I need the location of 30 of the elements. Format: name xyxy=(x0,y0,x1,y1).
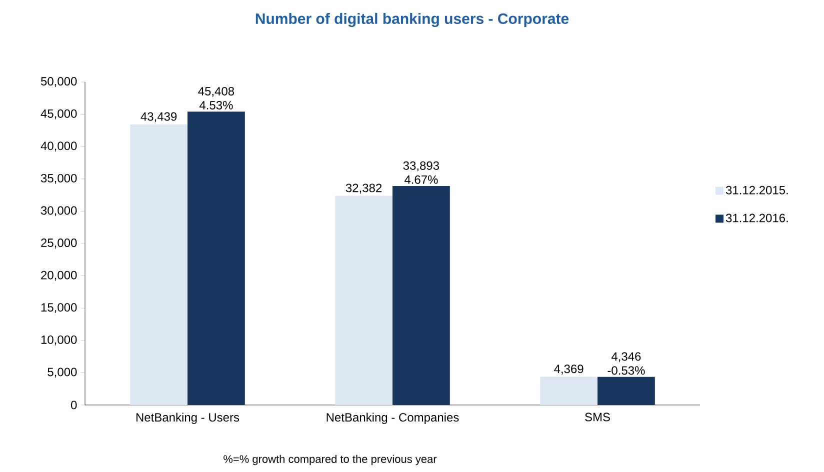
bar xyxy=(598,376,655,405)
y-tick-label: 25,000 xyxy=(41,238,77,248)
chart-title: Number of digital banking users - Corporate xyxy=(256,12,569,28)
data-label: 33,893 4.67% xyxy=(403,161,440,184)
y-tick-label: 40,000 xyxy=(40,142,77,152)
data-label: 4,346 -0.53% xyxy=(608,352,645,375)
y-tick-label: 30,000 xyxy=(40,206,77,216)
data-label: 32,382 xyxy=(346,184,382,194)
y-tick-label: 10,000 xyxy=(41,335,77,346)
x-tick-label: NetBanking - Users xyxy=(136,412,240,424)
legend-label: 31.12.2016. xyxy=(726,214,788,222)
y-tick-label: 20,000 xyxy=(41,270,77,281)
bar xyxy=(540,376,598,405)
data-label: 4,369 xyxy=(554,364,584,375)
y-tick-label: 45,000 xyxy=(40,109,77,120)
bar xyxy=(130,124,188,405)
legend-label: 31.12.2015. xyxy=(726,186,788,194)
text: %=% growth compared to the previous year xyxy=(224,454,437,466)
y-tick-label: 15,000 xyxy=(41,303,77,314)
y-tick-label: 35,000 xyxy=(40,174,77,184)
y-tick-label: 0 xyxy=(71,400,77,410)
bar xyxy=(188,112,245,405)
y-tick-label: 50,000 xyxy=(40,77,77,87)
bar xyxy=(392,186,450,405)
x-tick-label: NetBanking - Companies xyxy=(326,412,459,424)
data-label: 45,408 4.53% xyxy=(198,86,234,110)
x-tick-label: SMS xyxy=(585,412,610,422)
y-tick-label: 5,000 xyxy=(48,368,77,378)
bar xyxy=(335,196,392,405)
data-label: 43,439 xyxy=(140,112,177,122)
